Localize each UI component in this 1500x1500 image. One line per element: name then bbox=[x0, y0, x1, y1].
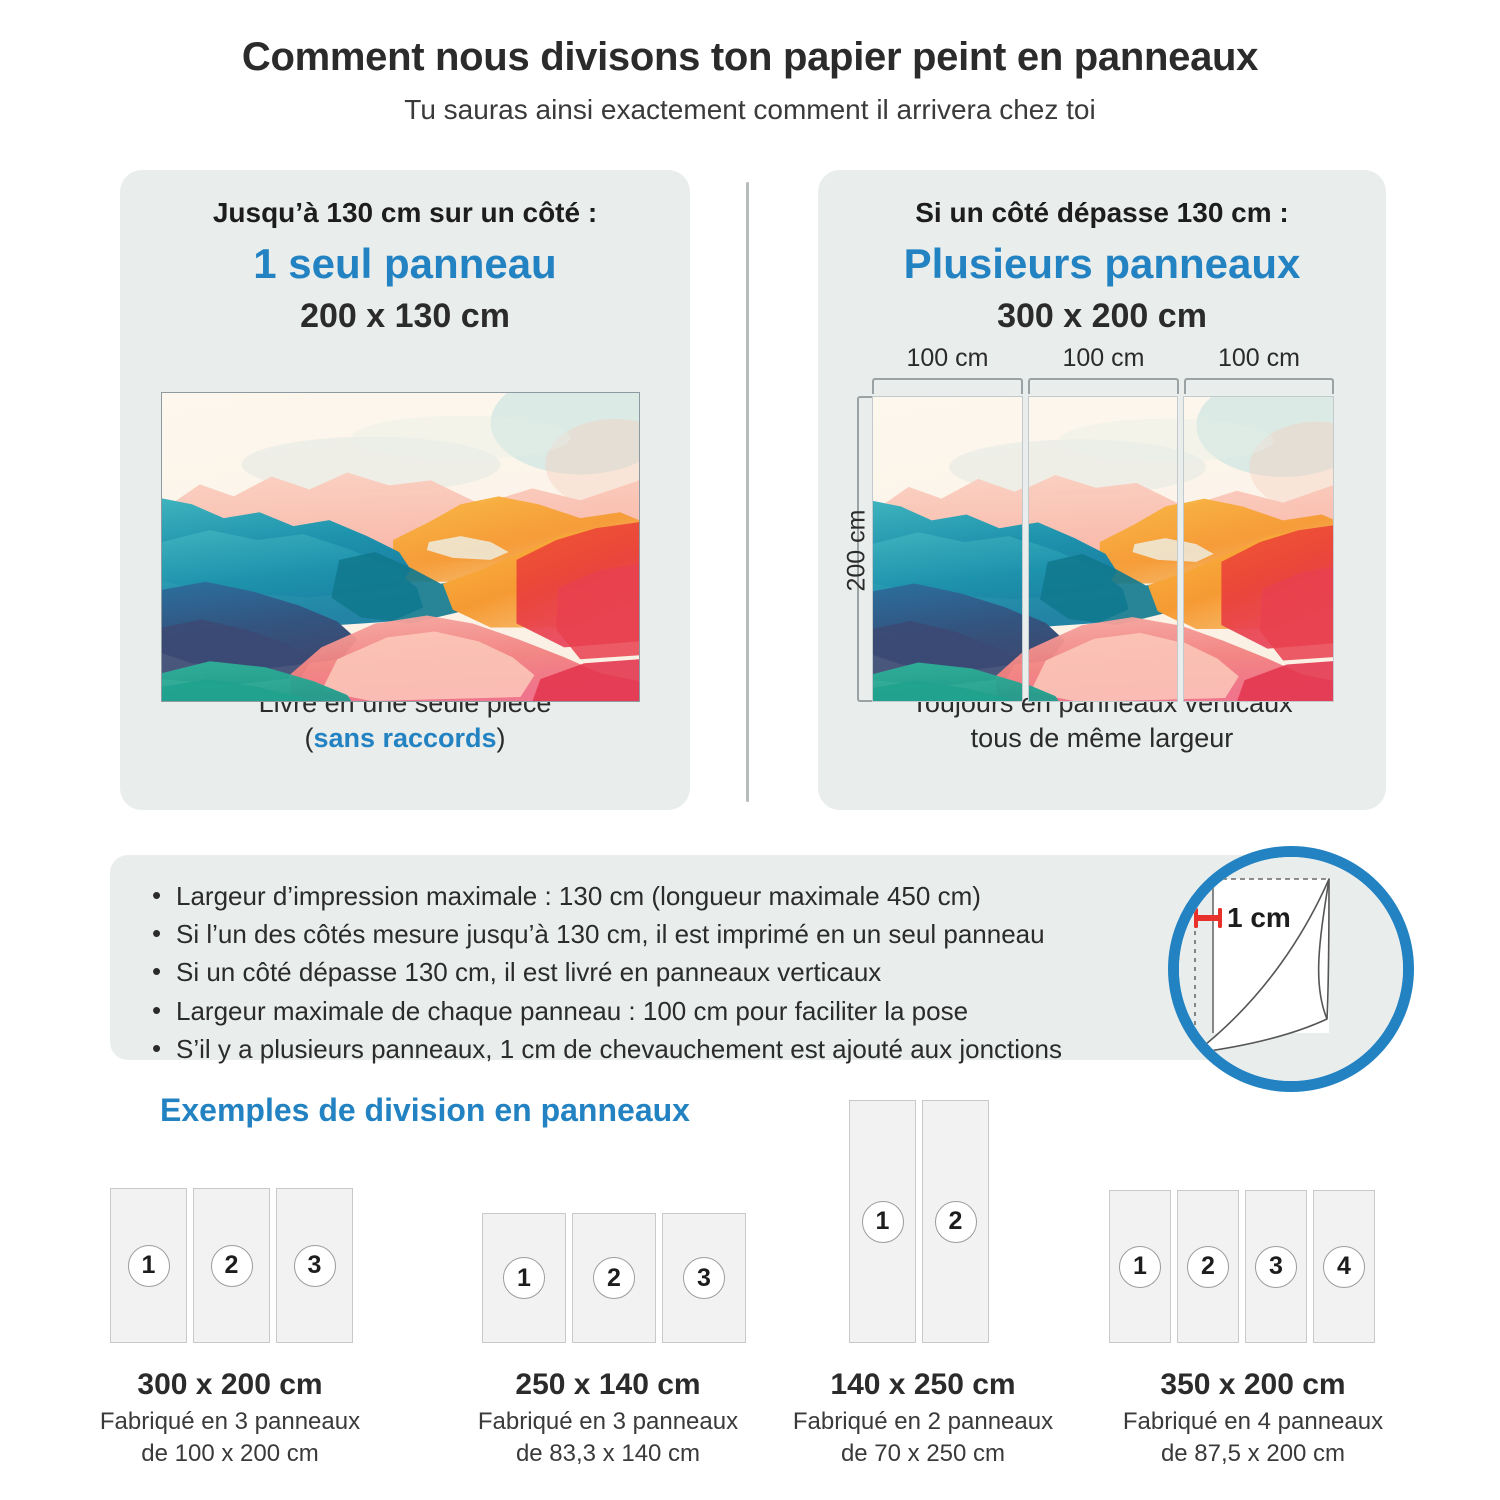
example-panel: 1 bbox=[110, 1188, 187, 1343]
example-3-desc-line2: de 70 x 250 cm bbox=[840, 1440, 1006, 1468]
example-panel: 2 bbox=[1177, 1190, 1239, 1343]
rule-item: Si l’un des côtés mesure jusqu’à 130 cm,… bbox=[148, 914, 1320, 953]
example-panel: 3 bbox=[662, 1213, 746, 1343]
overlap-label-text: 1 cm bbox=[1227, 902, 1291, 933]
example-panel: 1 bbox=[482, 1213, 566, 1343]
wallpaper-artwork-panels bbox=[872, 396, 1335, 702]
right-card-size: 300 x 200 cm bbox=[997, 296, 1207, 335]
example-panel: 3 bbox=[276, 1188, 353, 1343]
watercolor-landscape bbox=[162, 393, 639, 701]
artwork-slice-2 bbox=[1028, 397, 1178, 701]
panel-number-badge: 1 bbox=[861, 1200, 904, 1243]
example-panel: 2 bbox=[193, 1188, 270, 1343]
panel-number-badge: 2 bbox=[934, 1200, 977, 1243]
example-3-size: 140 x 250 cm bbox=[830, 1368, 1016, 1401]
overlap-diagram-svg: 1 cm bbox=[1179, 857, 1403, 1081]
rule-item: Si un côté dépasse 130 cm, il est livré … bbox=[148, 952, 1320, 991]
overlap-marker bbox=[1195, 915, 1221, 921]
watercolor-svg-slice-3 bbox=[1184, 397, 1334, 701]
example-panel: 4 bbox=[1313, 1190, 1375, 1343]
rule-item: Largeur maximale de chaque panneau : 100… bbox=[148, 991, 1320, 1030]
panel-number-badge: 1 bbox=[127, 1244, 170, 1287]
page-header: Comment nous divisons ton papier peint e… bbox=[0, 34, 1500, 127]
left-card-footer-line2: (sans raccords) bbox=[120, 721, 690, 756]
example-3-desc: Fabriqué en 2 panneaux de 70 x 250 cm bbox=[763, 1406, 1083, 1470]
width-label-2: 100 cm bbox=[1062, 344, 1145, 372]
example-3-panels: 1 2 bbox=[849, 1100, 989, 1343]
panel-number-badge: 4 bbox=[1323, 1245, 1365, 1288]
example-1-desc-line2: de 100 x 200 cm bbox=[141, 1440, 319, 1468]
right-card-highlight: Plusieurs panneaux bbox=[903, 239, 1301, 287]
wallpaper-artwork-single bbox=[161, 392, 640, 702]
vertical-divider bbox=[746, 182, 749, 802]
width-label-3: 100 cm bbox=[1218, 344, 1300, 372]
overlap-diagram-badge: 1 cm bbox=[1168, 846, 1414, 1092]
height-bracket bbox=[857, 396, 873, 702]
width-label-1: 100 cm bbox=[906, 344, 989, 372]
panel-number-badge: 3 bbox=[1255, 1245, 1297, 1288]
example-panel: 1 bbox=[1109, 1190, 1171, 1343]
example-2-panels: 1 2 3 bbox=[482, 1213, 746, 1343]
example-panel: 2 bbox=[922, 1100, 989, 1343]
example-2-desc-line2: de 83,3 x 140 cm bbox=[515, 1440, 701, 1468]
width-bracket-1: 100 cm bbox=[872, 344, 1023, 394]
panel-number-badge: 2 bbox=[593, 1257, 635, 1299]
example-4-size: 350 x 200 cm bbox=[1160, 1368, 1346, 1401]
right-card-heading: Si un côté dépasse 130 cm : bbox=[915, 197, 1289, 228]
right-card-footer-line2: tous de même largeur bbox=[970, 722, 1234, 753]
no-seams-accent: sans raccords bbox=[313, 722, 497, 753]
panel-number-badge: 1 bbox=[1119, 1245, 1161, 1288]
width-bracket-2: 100 cm bbox=[1028, 344, 1179, 394]
example-4-desc: Fabriqué en 4 panneaux de 87,5 x 200 cm bbox=[1093, 1406, 1413, 1470]
left-card-highlight: 1 seul panneau bbox=[253, 239, 557, 287]
artwork-panel-3 bbox=[1183, 396, 1335, 702]
example-1-desc: Fabriqué en 3 panneaux de 100 x 200 cm bbox=[70, 1406, 390, 1470]
example-1-desc-line1: Fabriqué en 3 panneaux bbox=[99, 1408, 361, 1435]
examples-title: Exemples de division en panneaux bbox=[160, 1092, 690, 1128]
example-panel: 1 bbox=[849, 1100, 916, 1343]
panel-number-badge: 3 bbox=[683, 1257, 725, 1299]
rules-list: Largeur d’impression maximale : 130 cm (… bbox=[110, 855, 1320, 1068]
left-card-heading: Jusqu’à 130 cm sur un côté : bbox=[212, 197, 598, 228]
watercolor-svg-slice-1 bbox=[872, 397, 1022, 701]
artwork-panel-1 bbox=[872, 396, 1023, 702]
height-label: 200 cm bbox=[842, 509, 871, 592]
example-panel: 2 bbox=[572, 1213, 656, 1343]
page-subtitle: Tu sauras ainsi exactement comment il ar… bbox=[404, 94, 1096, 126]
watercolor-svg-slice-2 bbox=[1028, 397, 1178, 701]
example-2-size: 250 x 140 cm bbox=[515, 1368, 701, 1401]
example-4-desc-line1: Fabriqué en 4 panneaux bbox=[1122, 1408, 1384, 1435]
left-card-size: 200 x 130 cm bbox=[300, 296, 510, 335]
example-4-desc-line2: de 87,5 x 200 cm bbox=[1160, 1440, 1346, 1468]
example-4-panels: 1 2 3 4 bbox=[1109, 1190, 1375, 1343]
panel-number-badge: 1 bbox=[503, 1257, 545, 1299]
example-1-panels: 1 2 3 bbox=[110, 1188, 353, 1343]
example-3-desc-line1: Fabriqué en 2 panneaux bbox=[792, 1408, 1054, 1435]
example-2-desc-line1: Fabriqué en 3 panneaux bbox=[477, 1408, 739, 1435]
panel-number-badge: 2 bbox=[1187, 1245, 1229, 1288]
artwork-slice-1 bbox=[872, 397, 1022, 701]
example-1-size: 300 x 200 cm bbox=[137, 1368, 323, 1401]
example-2-desc: Fabriqué en 3 panneaux de 83,3 x 140 cm bbox=[448, 1406, 768, 1470]
paren-close: ) bbox=[496, 722, 506, 753]
width-bracket-3: 100 cm bbox=[1184, 344, 1334, 394]
page-title: Comment nous divisons ton papier peint e… bbox=[241, 35, 1259, 79]
rule-item: Largeur d’impression maximale : 130 cm (… bbox=[148, 876, 1320, 915]
panel-number-badge: 3 bbox=[293, 1244, 336, 1287]
example-panel: 3 bbox=[1245, 1190, 1307, 1343]
watercolor-svg bbox=[162, 393, 639, 701]
rules-card: Largeur d’impression maximale : 130 cm (… bbox=[110, 855, 1320, 1067]
artwork-slice-3 bbox=[1184, 397, 1334, 701]
artwork-panel-2 bbox=[1027, 396, 1179, 702]
panel-number-badge: 2 bbox=[210, 1244, 253, 1287]
rule-item: S’il y a plusieurs panneaux, 1 cm de che… bbox=[148, 1029, 1320, 1068]
paren-open: ( bbox=[304, 722, 314, 753]
